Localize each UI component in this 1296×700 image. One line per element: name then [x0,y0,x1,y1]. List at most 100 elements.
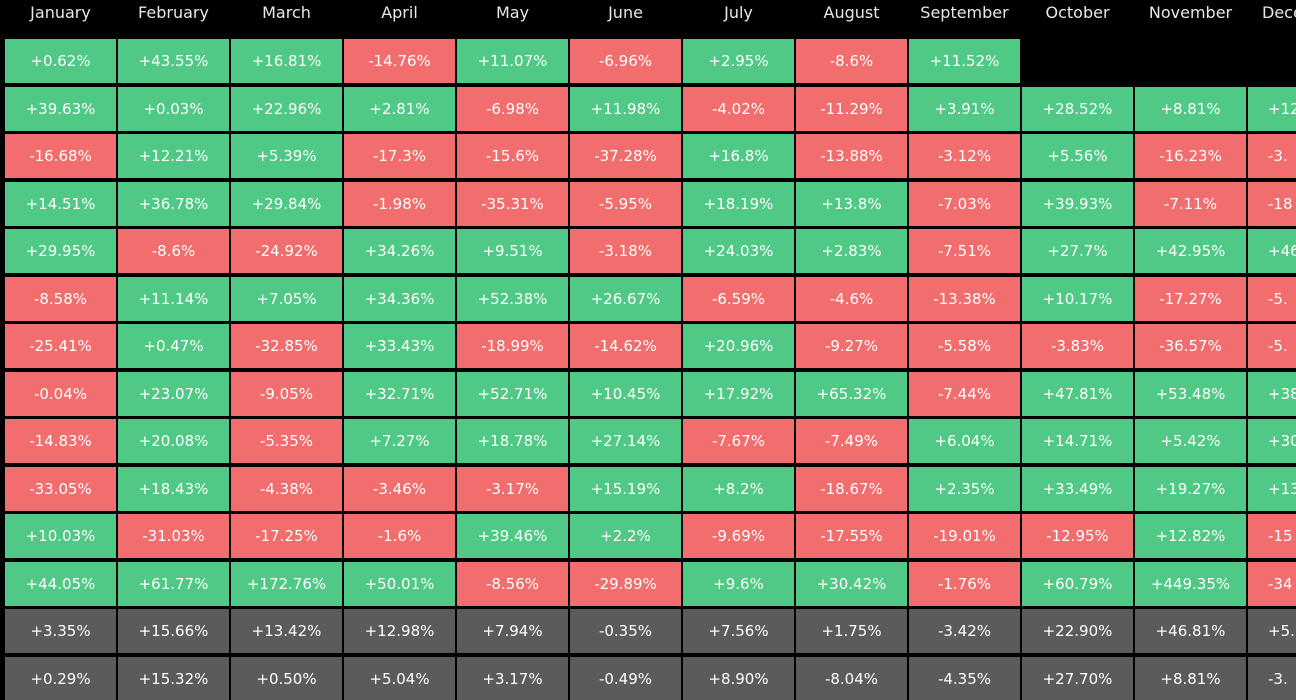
return-cell: +2.2% [570,514,681,558]
return-cell: +42.95% [1135,229,1246,273]
return-cell: -1.76% [909,561,1020,606]
return-cell: +2.83% [796,229,907,273]
return-cell: +8.2% [683,466,794,511]
return-cell: -36.57% [1135,324,1246,368]
return-cell: +5.42% [1135,419,1246,463]
return-cell: +24.03% [683,229,794,273]
return-cell: +0.03% [118,86,229,131]
return-cell: -4.02% [683,86,794,131]
return-cell: -12.95% [1022,514,1133,558]
summary-cell: +5. [1248,609,1296,653]
return-cell: +20.96% [683,324,794,368]
return-cell: +5.39% [231,134,342,178]
month-header: November [1148,3,1233,22]
month-header: May [495,3,530,22]
return-cell: +12 [1248,86,1296,131]
return-cell: +19.27% [1135,466,1246,511]
return-cell: +29.95% [5,229,116,273]
return-cell: +0.62% [5,39,116,83]
return-cell: +29.84% [231,181,342,226]
month-header: August [823,3,880,22]
return-cell: -8.58% [5,276,116,321]
month-header: February [138,3,209,22]
return-cell: +11.52% [909,39,1020,83]
return-cell: -17.3% [344,134,455,178]
summary-cell: -4.35% [909,656,1020,700]
return-cell: -5. [1248,276,1296,321]
summary-cell: -3. [1248,656,1296,700]
return-cell: +22.96% [231,86,342,131]
summary-cell: -0.49% [570,656,681,700]
return-cell: -4.6% [796,276,907,321]
return-cell: +10.17% [1022,276,1133,321]
return-cell: +11.14% [118,276,229,321]
return-cell: -24.92% [231,229,342,273]
return-cell: -7.03% [909,181,1020,226]
return-cell: -11.29% [796,86,907,131]
return-cell: +8.81% [1135,86,1246,131]
return-cell: -19.01% [909,514,1020,558]
return-cell: +61.77% [118,561,229,606]
summary-cell: +12.98% [344,609,455,653]
return-cell: -7.51% [909,229,1020,273]
return-cell: +13.8% [796,181,907,226]
return-cell: +52.38% [457,276,568,321]
return-cell: -8.56% [457,561,568,606]
summary-cell: +8.90% [683,656,794,700]
return-cell: -3.12% [909,134,1020,178]
summary-cell: +46.81% [1135,609,1246,653]
month-header: January [30,3,91,22]
return-cell: +17.92% [683,371,794,416]
return-cell: +34.36% [344,276,455,321]
return-cell: -3.46% [344,466,455,511]
summary-cell: +0.29% [5,656,116,700]
return-cell: +5.56% [1022,134,1133,178]
summary-cell: +7.94% [457,609,568,653]
summary-cell: +27.70% [1022,656,1133,700]
summary-cell: -3.42% [909,609,1020,653]
return-cell: +46 [1248,229,1296,273]
return-cell: +18.19% [683,181,794,226]
return-cell: -34 [1248,561,1296,606]
return-cell: +33.49% [1022,466,1133,511]
return-cell: -9.05% [231,371,342,416]
return-cell: +18.43% [118,466,229,511]
return-cell: -1.98% [344,181,455,226]
return-cell: +449.35% [1135,561,1246,606]
return-cell: -4.38% [231,466,342,511]
return-cell: -15 [1248,514,1296,558]
return-cell: +9.51% [457,229,568,273]
return-cell: +43.55% [118,39,229,83]
return-cell: -14.83% [5,419,116,463]
summary-cell: +13.42% [231,609,342,653]
return-cell: -17.25% [231,514,342,558]
return-cell: +30.42% [796,561,907,606]
return-cell: +36.78% [118,181,229,226]
return-cell: +27.14% [570,419,681,463]
return-cell: +52.71% [457,371,568,416]
month-header: October [1045,3,1110,22]
return-cell: +10.03% [5,514,116,558]
return-cell: -17.27% [1135,276,1246,321]
return-cell: +7.05% [231,276,342,321]
return-cell: -3. [1248,134,1296,178]
return-cell: -9.69% [683,514,794,558]
return-cell: +39.46% [457,514,568,558]
return-cell: +6.04% [909,419,1020,463]
return-cell: +172.76% [231,561,342,606]
return-cell: -17.55% [796,514,907,558]
summary-cell: -8.04% [796,656,907,700]
return-cell: +23.07% [118,371,229,416]
return-cell: -31.03% [118,514,229,558]
return-cell: -3.18% [570,229,681,273]
summary-cell: +1.75% [796,609,907,653]
return-cell: +33.43% [344,324,455,368]
return-cell: +2.81% [344,86,455,131]
summary-cell: +15.66% [118,609,229,653]
return-cell: +16.81% [231,39,342,83]
return-cell: -5.58% [909,324,1020,368]
month-header: September [920,3,1009,22]
return-cell: -13.38% [909,276,1020,321]
return-cell: +65.32% [796,371,907,416]
return-cell: +34.26% [344,229,455,273]
